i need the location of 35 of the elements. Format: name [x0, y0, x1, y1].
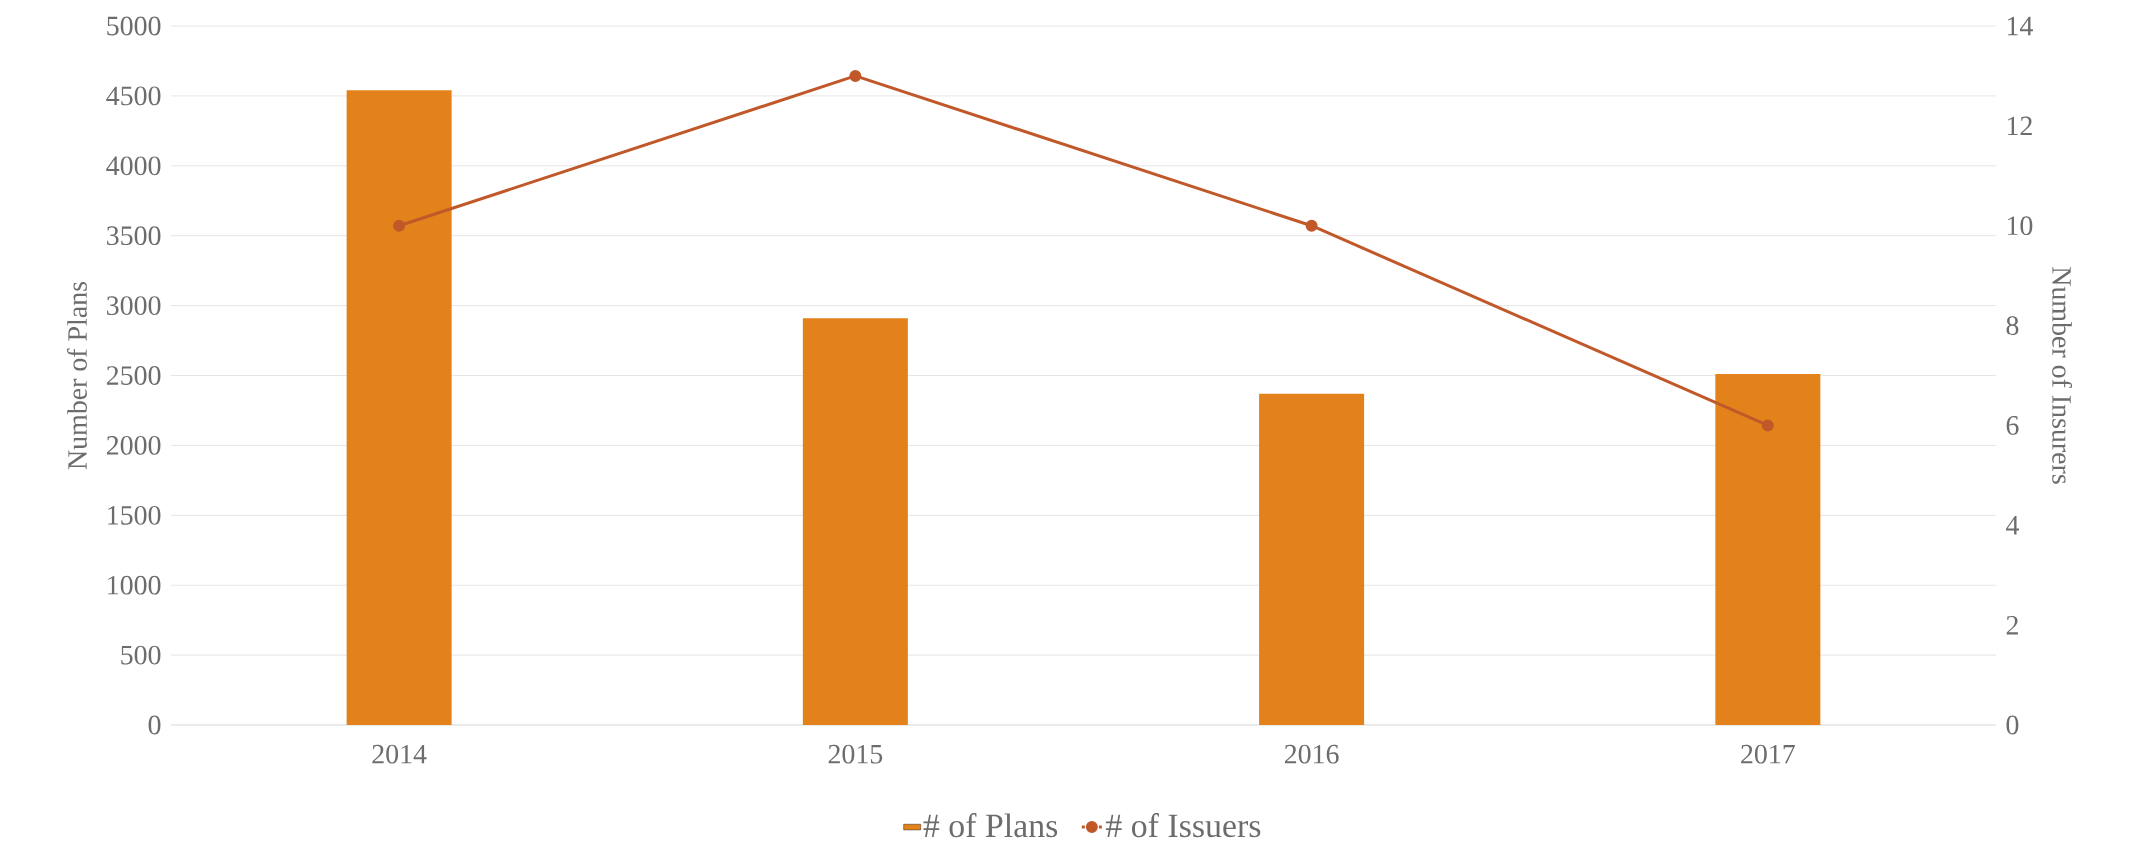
y2-tick-label: 0 [2006, 715, 2019, 735]
y-tick-label: 4000 [106, 156, 161, 176]
y-tick-label: 3000 [107, 296, 161, 316]
y2-tick-label: 10 [2007, 216, 2033, 236]
y2-axis-title: Number of Insurers [2052, 267, 2073, 484]
x-tick-label: 2016 [1284, 744, 1339, 764]
y-axis-title: Number of Plans [67, 282, 87, 470]
point [393, 219, 406, 232]
y-tick-label: 1500 [108, 505, 161, 525]
y-tick-label: 500 [121, 645, 161, 665]
y-tick-label: 4500 [106, 86, 161, 106]
bar [1715, 374, 1821, 725]
legend-label: # of Issuers [1105, 813, 1261, 838]
y2-tick-label: 12 [2007, 116, 2032, 136]
point [849, 69, 862, 82]
y-tick-label: 2500 [106, 366, 161, 385]
y-tick-label: 5000 [107, 16, 161, 36]
x-tick-label: 2015 [828, 744, 883, 764]
y-tick-label: 3500 [107, 226, 161, 246]
y2-tick-label: 4 [2006, 516, 2019, 535]
point [1305, 219, 1318, 232]
y2-tick-label: 6 [2006, 416, 2019, 435]
x-tick-label: 2014 [372, 744, 427, 764]
y2-tick-label: 8 [2006, 316, 2019, 335]
bar [346, 90, 452, 725]
y-tick-label: 2000 [106, 435, 161, 455]
bar [1259, 393, 1365, 725]
point [1761, 419, 1774, 432]
x-tick-label: 2017 [1741, 744, 1795, 764]
y-tick-label: 1000 [108, 575, 161, 595]
bar [802, 318, 908, 725]
y2-tick-label: 14 [2007, 16, 2033, 36]
legend-label: # of Plans [923, 813, 1058, 838]
y2-tick-label: 2 [2006, 615, 2018, 635]
y-tick-label: 0 [148, 715, 161, 735]
